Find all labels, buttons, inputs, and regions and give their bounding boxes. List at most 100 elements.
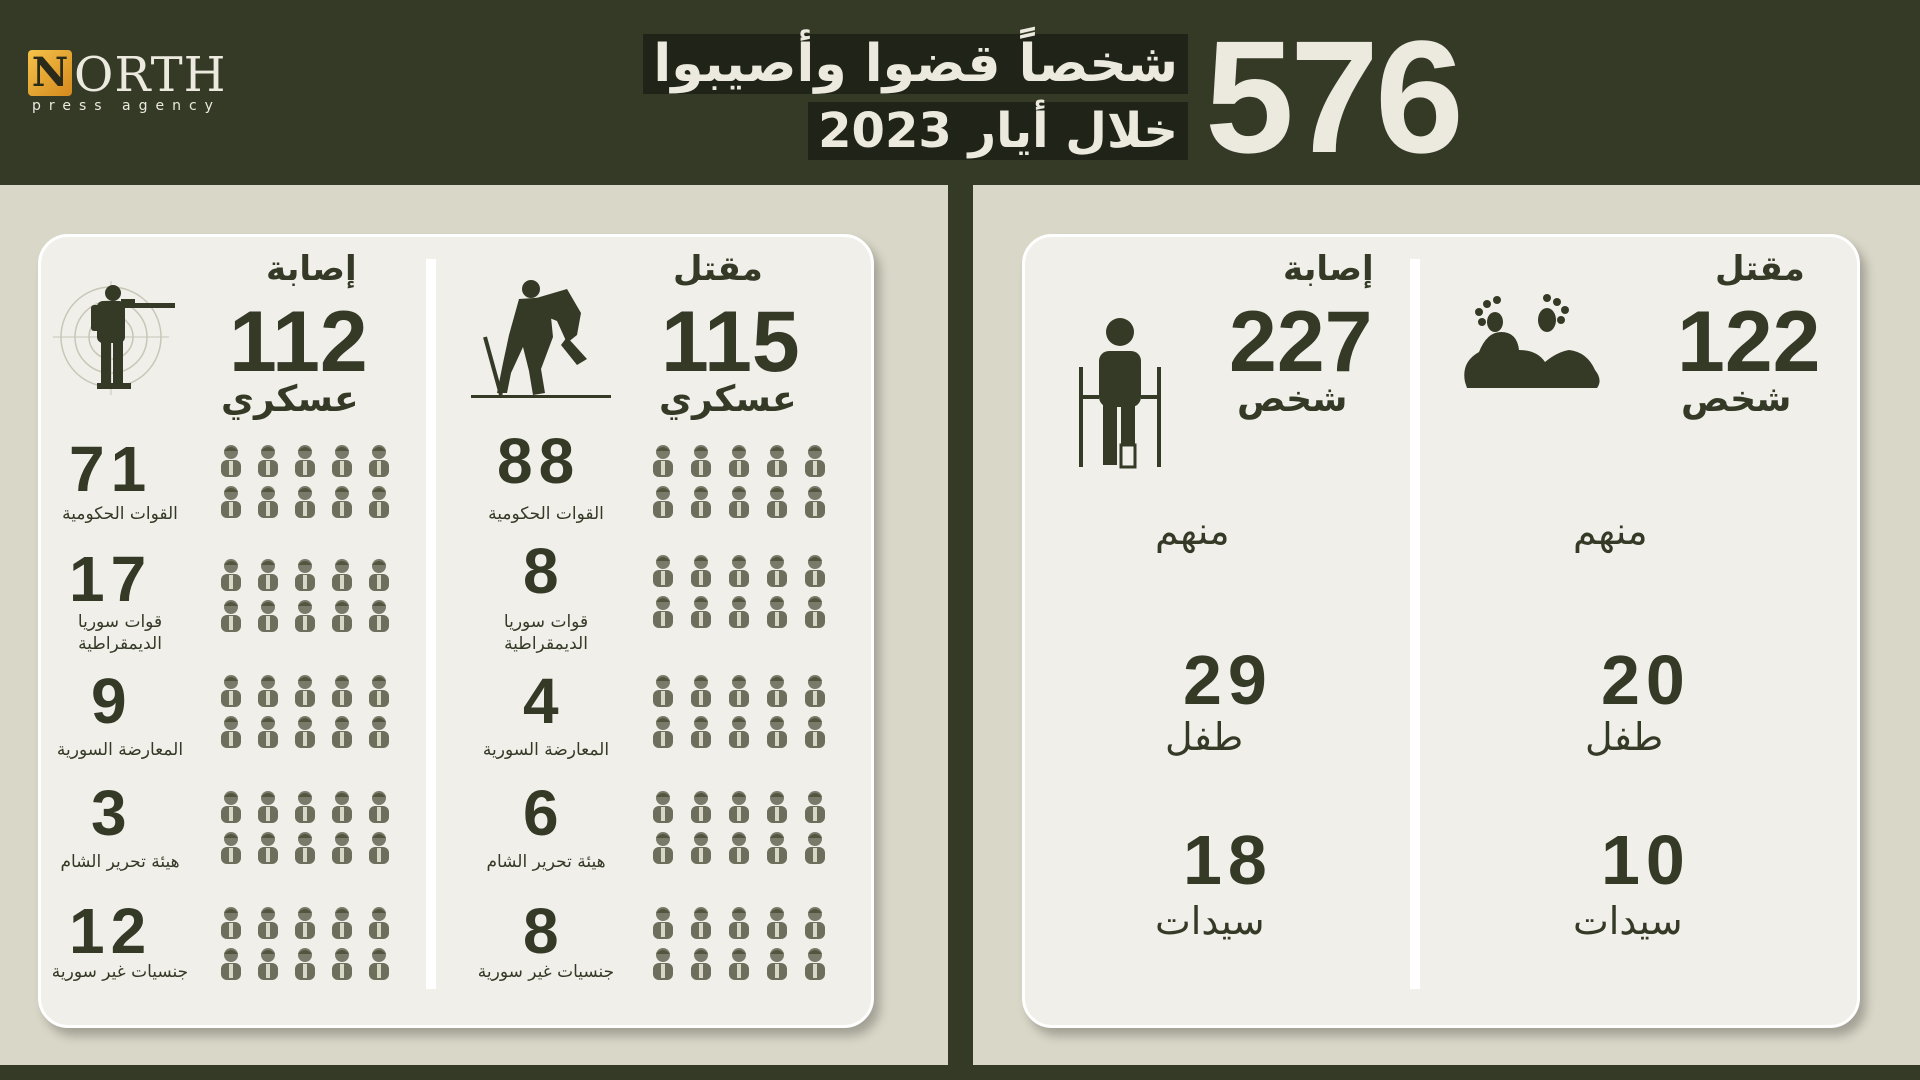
soldier-icon [762, 946, 792, 982]
killed-row-4-label: هيئة تحرير الشام [486, 852, 606, 872]
soldier-icon [216, 946, 246, 982]
killed-row-1-icons [648, 443, 830, 520]
civil-killed-label: مقتل [1715, 249, 1805, 289]
title-line-1: شخصاً قضوا وأصيبوا [643, 34, 1188, 94]
soldier-icon [800, 830, 830, 866]
soldier-icon [762, 553, 792, 589]
soldier-icon [724, 553, 754, 589]
civil-injured-women-label: سيدات [1155, 899, 1265, 943]
soldier-icon [800, 484, 830, 520]
soldier-icon [216, 557, 246, 593]
soldier-icon [290, 673, 320, 709]
soldier-icon [253, 830, 283, 866]
soldier-icon [724, 484, 754, 520]
civil-killed-number: 122 [1677, 294, 1821, 390]
soldier-icon [216, 789, 246, 825]
soldier-icon [648, 673, 678, 709]
soldier-icon [216, 905, 246, 941]
injured-row-5-number: 12 [69, 895, 153, 967]
soldier-icon [290, 714, 320, 750]
soldier-icon [762, 594, 792, 630]
civil-injured-women-number: 18 [1183, 821, 1273, 899]
soldier-icon [648, 594, 678, 630]
soldier-icon [800, 905, 830, 941]
soldier-icon [648, 484, 678, 520]
soldier-icon [216, 714, 246, 750]
military-injured-number: 112 [229, 294, 368, 390]
soldier-icon [686, 443, 716, 479]
soldier-icon [648, 905, 678, 941]
killed-row-1-label: القوات الحكومية [488, 504, 604, 524]
military-injured-label: إصابة [266, 249, 357, 289]
soldier-icon [762, 830, 792, 866]
soldier-icon [364, 830, 394, 866]
soldier-icon [327, 905, 357, 941]
soldier-icon [800, 553, 830, 589]
soldier-icon [686, 594, 716, 630]
soldier-icon [800, 789, 830, 825]
logo-n-icon: N [28, 50, 72, 96]
soldier-icon [327, 714, 357, 750]
injured-row-2-number: 17 [69, 543, 153, 615]
soldier-icon [290, 905, 320, 941]
killed-row-5-icons [648, 905, 830, 982]
injured-person-icon [1079, 318, 1161, 469]
soldier-icon [800, 946, 830, 982]
civil-killed-of-them: منهم [1573, 509, 1648, 553]
killed-row-3-icons [648, 673, 830, 750]
soldier-icon [800, 443, 830, 479]
military-killed-label: مقتل [673, 249, 763, 289]
soldier-icon [364, 443, 394, 479]
footer-bar [0, 1065, 1920, 1080]
total-number: 576 [1205, 7, 1464, 186]
soldier-icon [364, 484, 394, 520]
injured-row-3-label: المعارضة السورية [56, 740, 184, 760]
soldier-icon [648, 443, 678, 479]
soldier-icon [290, 484, 320, 520]
logo-text: ORTH [74, 47, 227, 103]
injured-row-4-label: هيئة تحرير الشام [60, 852, 180, 872]
soldier-icon [800, 714, 830, 750]
soldier-icon [290, 946, 320, 982]
soldier-icon [686, 789, 716, 825]
soldier-icon [327, 484, 357, 520]
soldier-icon [290, 789, 320, 825]
injured-row-4-number: 3 [91, 777, 133, 849]
soldier-carrying-icon [471, 280, 611, 398]
killed-row-1-number: 88 [497, 425, 581, 497]
soldier-icon [364, 789, 394, 825]
soldier-icon [364, 598, 394, 634]
soldier-icon [253, 443, 283, 479]
soldier-icon [253, 557, 283, 593]
injured-row-1-icons [216, 443, 394, 520]
soldier-icon [253, 598, 283, 634]
soldier-icon [253, 714, 283, 750]
soldier-icon [327, 789, 357, 825]
soldier-icon [216, 484, 246, 520]
soldier-icon [216, 830, 246, 866]
soldier-icon [686, 714, 716, 750]
soldier-icon [364, 905, 394, 941]
soldier-icon [253, 484, 283, 520]
injured-row-5-icons [216, 905, 394, 982]
killed-row-3-number: 4 [523, 665, 565, 737]
military-killed-number: 115 [661, 294, 800, 390]
civilians-card: إصابة 227 شخص منهم 29 طفل 18 سيدات مقتل … [1022, 234, 1860, 1028]
soldier-icon [648, 946, 678, 982]
soldier-icon [686, 484, 716, 520]
soldier-icon [327, 557, 357, 593]
civil-killed-women-label: سيدات [1573, 899, 1683, 943]
injured-row-2-label: قوات سوريا الديمقراطية [77, 612, 163, 654]
soldier-icon [327, 673, 357, 709]
soldier-icon [686, 673, 716, 709]
civil-injured-unit: شخص [1237, 379, 1348, 420]
civil-injured-number: 227 [1229, 294, 1373, 390]
civil-killed-children-label: طفل [1585, 715, 1664, 759]
soldier-icon [364, 714, 394, 750]
soldier-icon [800, 594, 830, 630]
killed-row-3-label: المعارضة السورية [482, 740, 610, 760]
soldier-icon [253, 789, 283, 825]
killed-row-2-label: قوات سوريا الديمقراطية [503, 612, 589, 654]
killed-row-5-number: 8 [523, 895, 565, 967]
military-injured-unit: عسكري [221, 379, 359, 420]
